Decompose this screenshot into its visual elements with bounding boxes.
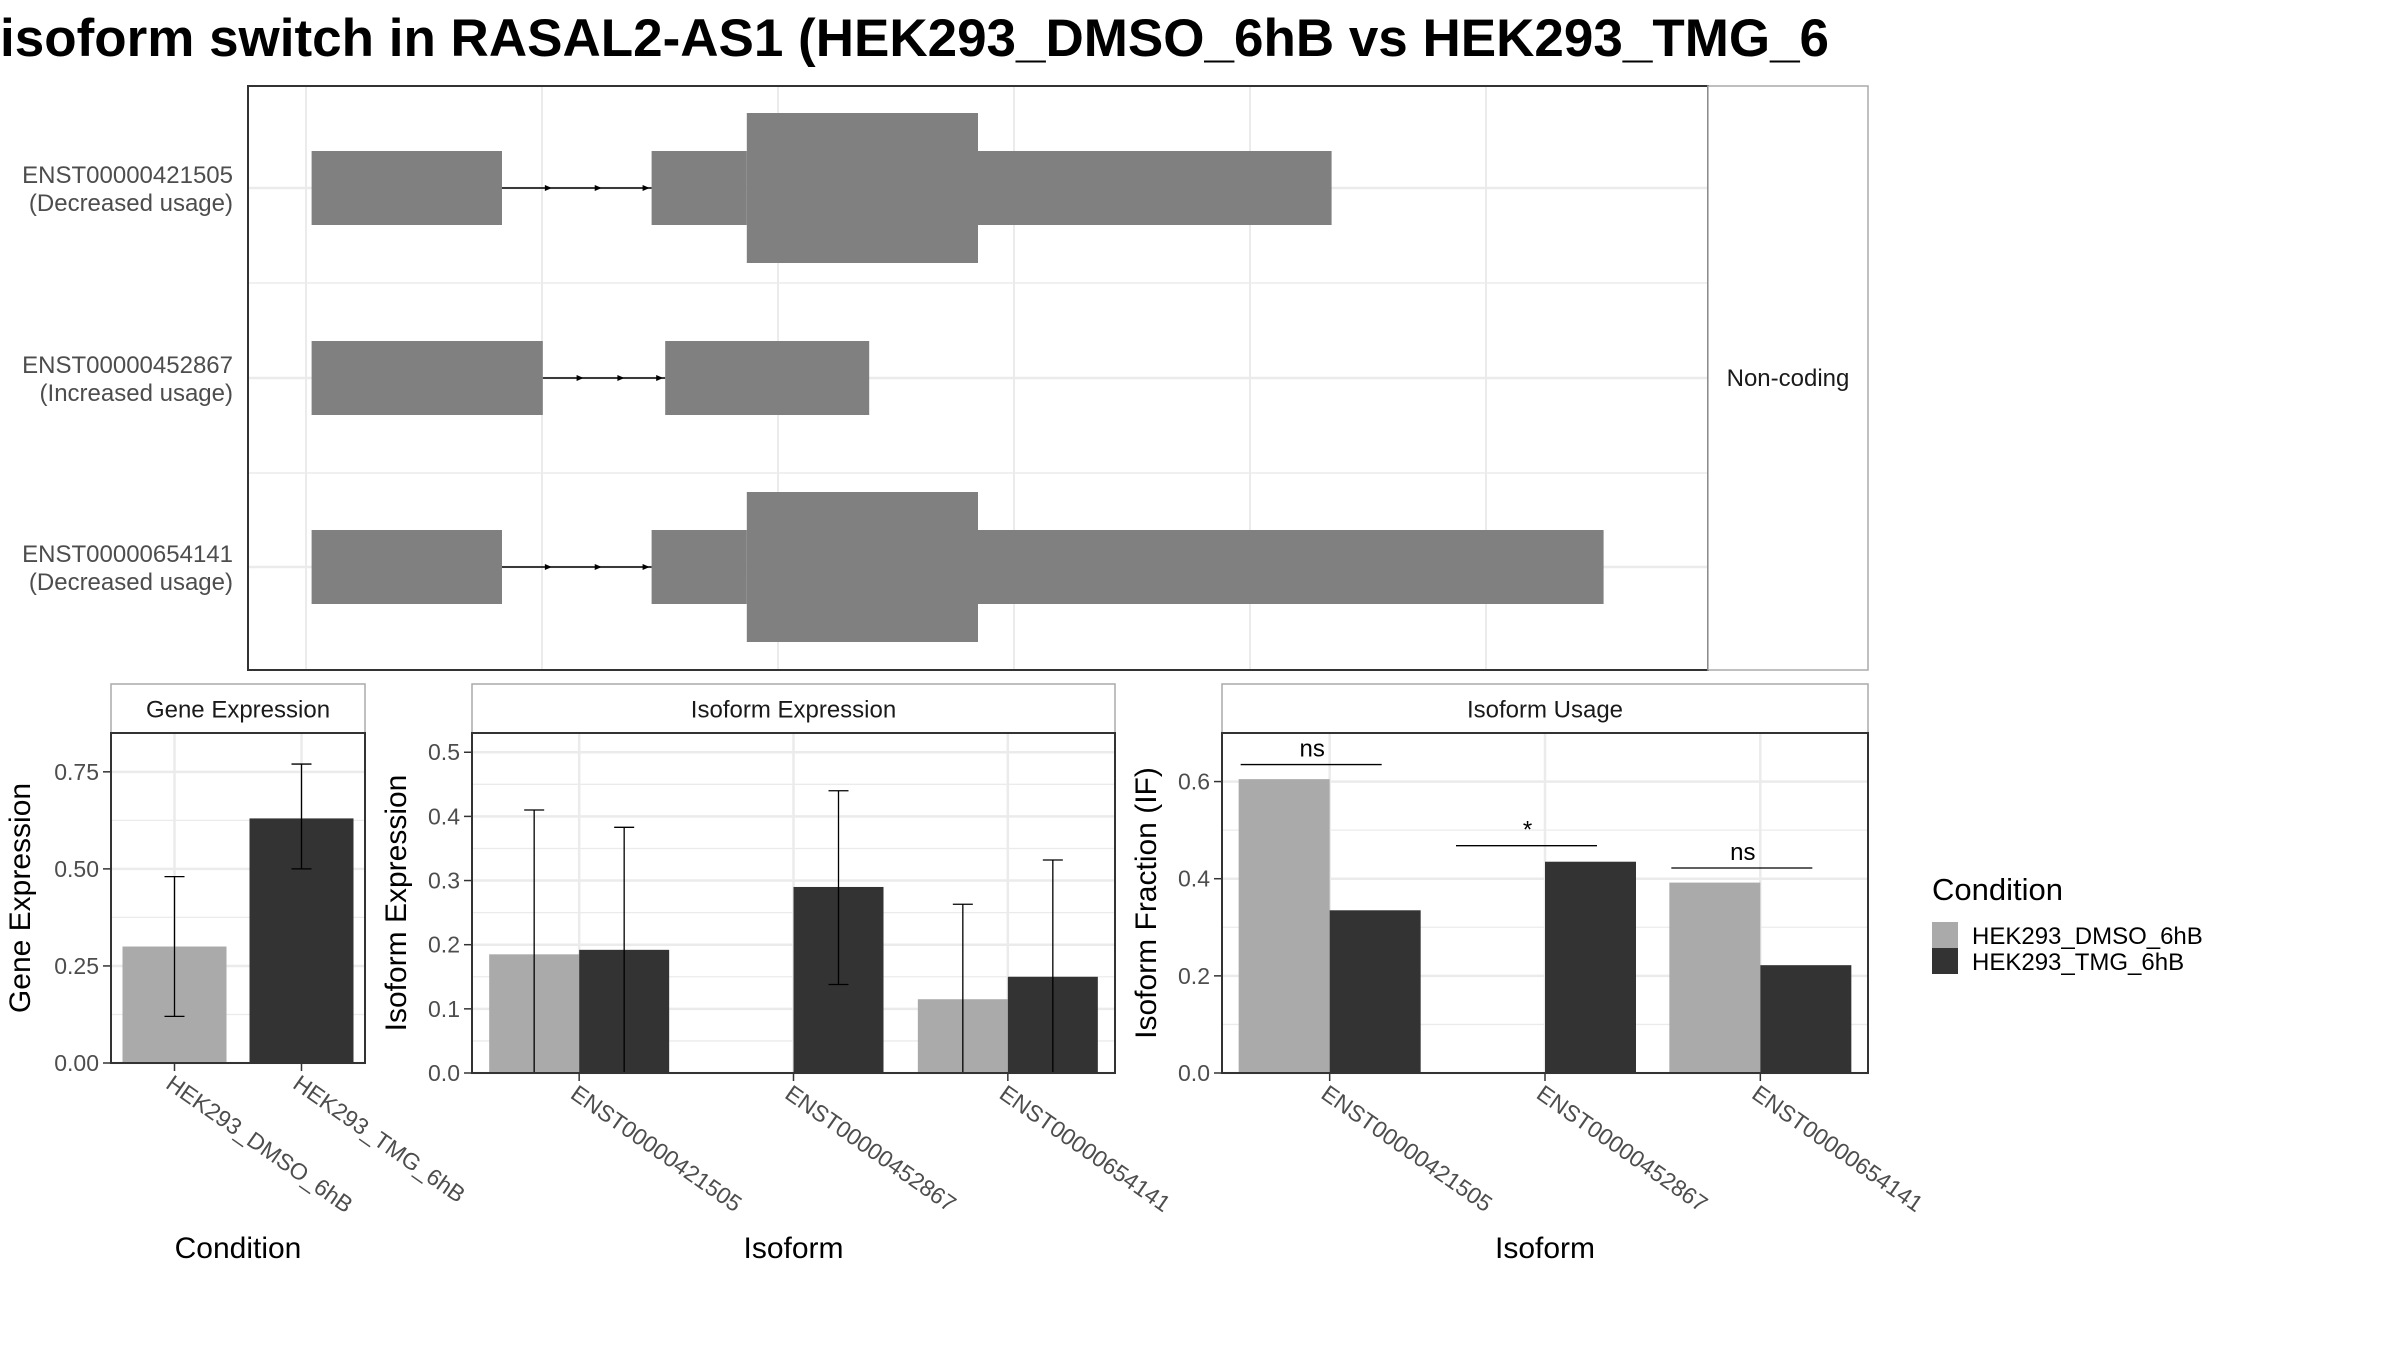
structure-facet-strip (1707, 85, 1869, 671)
y-tick-label: 0.4 (1178, 866, 1210, 892)
exon-cds (746, 113, 978, 263)
isoform-expression-panel: Isoform Expression 0.0 0.1 0.2 0.3 0.4 0.5 ENST… (380, 683, 1175, 1265)
panel-strip-title: Isoform Usage (1467, 697, 1623, 724)
exon-utr (978, 151, 1332, 225)
y-axis-title: Isoform Expression (380, 775, 413, 1032)
legend-swatch-dmso (1932, 922, 1958, 948)
transcript-id-label: ENST00000654141 (22, 541, 233, 568)
isoform-usage-panel: Isoform Usage ns * ns 0.0 0.2 0.4 0.6 ENST000004… (1130, 683, 1928, 1265)
transcript-id-label: ENST00000452867 (22, 352, 233, 379)
x-tick-label: ENST00000452867 (1532, 1080, 1712, 1217)
exon-utr (651, 151, 747, 225)
intron-arrow (642, 185, 650, 191)
y-axis-title: Gene Expression (4, 783, 37, 1013)
y-tick-label: 0.3 (428, 868, 460, 894)
legend-title: Condition (1932, 872, 2063, 907)
y-tick-label: 0.1 (428, 996, 460, 1022)
panel-strip (471, 683, 1116, 734)
bar-dmso (1238, 779, 1330, 1073)
exon-utr (311, 341, 543, 415)
intron-arrow (594, 564, 602, 570)
legend-item-label: HEK293_DMSO_6hB (1972, 923, 2203, 950)
exon-utr (651, 530, 747, 604)
transcript-structure-panel: ENST00000421505(Decreased usage)ENST0000… (22, 85, 1869, 671)
intron-arrow (617, 375, 625, 381)
legend-swatch-tmg (1932, 948, 1958, 974)
transcript-id-label: ENST00000421505 (22, 162, 233, 189)
bar-dmso (1669, 882, 1761, 1073)
y-tick-label: 0.00 (54, 1050, 99, 1076)
y-tick-label: 0.4 (428, 803, 460, 829)
x-tick-label: ENST00000421505 (566, 1080, 746, 1217)
panel-strip (1221, 683, 1869, 734)
transcript-status-label: (Increased usage) (40, 380, 233, 407)
bar-tmg (1329, 910, 1421, 1073)
transcript-row: ENST00000452867(Increased usage) (22, 341, 870, 415)
x-tick-label: ENST00000421505 (1317, 1080, 1497, 1217)
x-axis-title: Isoform (743, 1232, 843, 1265)
intron-arrow (544, 185, 552, 191)
x-tick-label: ENST00000654141 (995, 1080, 1175, 1217)
exon-utr (311, 530, 502, 604)
y-tick-label: 0.0 (1178, 1060, 1210, 1086)
intron-arrow (576, 375, 584, 381)
y-tick-label: 0.2 (428, 932, 460, 958)
y-tick-label: 0.5 (428, 739, 460, 765)
exon-cds (746, 492, 978, 642)
transcript-row: ENST00000654141(Decreased usage) (22, 492, 1604, 642)
legend-item-label: HEK293_TMG_6hB (1972, 949, 2184, 976)
intron-arrow (656, 375, 664, 381)
intron-arrow (642, 564, 650, 570)
panel-strip-title: Gene Expression (146, 697, 330, 724)
plot-border (110, 732, 366, 1064)
y-tick-label: 0.2 (1178, 963, 1210, 989)
x-axis-title: Isoform (1495, 1232, 1595, 1265)
structure-facet-label: Non-coding (1727, 365, 1850, 392)
panel-strip (110, 683, 366, 734)
significance-label: ns (1299, 736, 1324, 763)
y-tick-label: 0.50 (54, 856, 99, 882)
intron-arrow (594, 185, 602, 191)
y-tick-label: 0.75 (54, 759, 99, 785)
exon-utr (665, 341, 870, 415)
transcript-status-label: (Decreased usage) (29, 569, 233, 596)
transcript-row: ENST00000421505(Decreased usage) (22, 113, 1332, 263)
x-axis-title: Condition (175, 1232, 302, 1265)
panel-strip-title: Isoform Expression (691, 697, 896, 724)
figure-title: isoform switch in RASAL2-AS1 (HEK293_DMS… (0, 9, 1829, 68)
exon-utr (311, 151, 502, 225)
significance-label: * (1523, 817, 1532, 844)
y-tick-label: 0.0 (428, 1060, 460, 1086)
significance-label: ns (1730, 839, 1755, 866)
intron-arrow (544, 564, 552, 570)
bar-tmg (1760, 965, 1852, 1073)
x-tick-label: ENST00000654141 (1747, 1080, 1927, 1217)
transcript-status-label: (Decreased usage) (29, 190, 233, 217)
exon-utr (978, 530, 1604, 604)
x-tick-label: ENST00000452867 (781, 1080, 961, 1217)
y-tick-label: 0.25 (54, 953, 99, 979)
y-tick-label: 0.6 (1178, 769, 1210, 795)
bar-tmg (1545, 861, 1636, 1073)
y-axis-title: Isoform Fraction (IF) (1130, 767, 1163, 1039)
